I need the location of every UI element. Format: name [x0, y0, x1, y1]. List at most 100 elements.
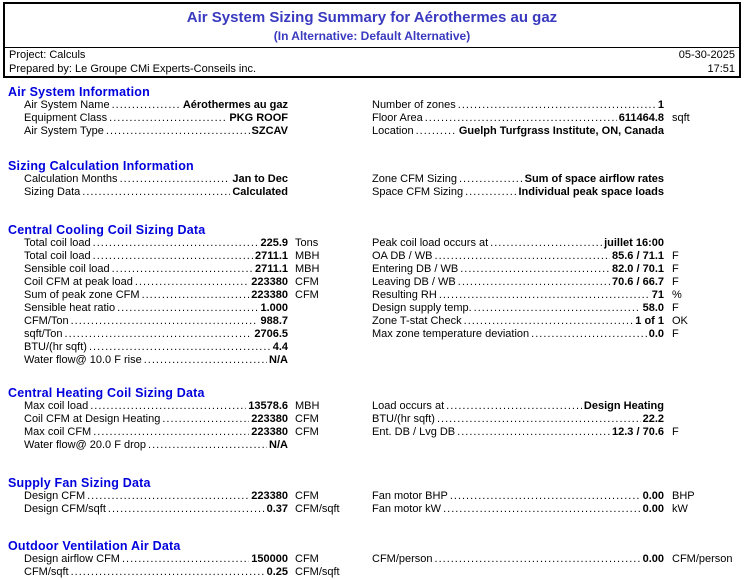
section-outdoor-ventilation-air-data: Outdoor Ventilation Air Data Design airf… — [8, 539, 738, 579]
report-row: Design airflow CFM 150000 CFM — [8, 553, 346, 566]
row-value: 1 — [657, 99, 664, 111]
row-label: Design CFM/sqft — [24, 503, 106, 515]
dot-leader — [439, 289, 650, 302]
row-label: Resulting RH — [372, 289, 437, 301]
row-value: 71 — [651, 289, 664, 301]
report-row: Resulting RH 71% — [372, 289, 738, 302]
dot-leader — [112, 99, 181, 112]
row-unit: BHP — [672, 490, 695, 502]
report-row: Max coil load 13578.6 MBH — [8, 400, 346, 413]
row-value: 85.6 / 71.1 — [612, 250, 664, 262]
row-value: 223380 — [251, 426, 288, 438]
dot-leader — [71, 315, 259, 328]
row-value: 70.6 / 66.7 — [612, 276, 664, 288]
row-label: Zone CFM Sizing — [372, 173, 457, 185]
dot-leader — [435, 250, 610, 263]
row-label: sqft/Ton — [24, 328, 63, 340]
row-value: 611464.8 — [618, 112, 664, 124]
row-label: Water flow@ 20.0 F drop — [24, 439, 147, 451]
dot-leader — [474, 302, 641, 315]
prepared-by-row: Prepared by: Le Groupe CMi Experts-Conse… — [5, 62, 739, 76]
report-row: Design CFM 223380 CFM — [8, 490, 346, 503]
report-row: Number of zones 1 — [372, 99, 738, 112]
report-row: Sum of peak zone CFM 223380 CFM — [8, 289, 346, 302]
dot-leader — [112, 263, 253, 276]
dot-leader — [120, 173, 231, 186]
row-label: BTU/(hr sqft) — [24, 341, 87, 353]
report-row: Entering DB / WB 82.0 / 70.1 F — [372, 263, 738, 276]
report-row: Air System Name Aérothermes au gaz — [8, 99, 346, 112]
row-value: 4.4 — [272, 341, 288, 353]
row-label: Sizing Data — [24, 186, 81, 198]
dot-leader — [93, 426, 249, 439]
section-central-cooling-coil-sizing-data: Central Cooling Coil Sizing Data Total c… — [8, 223, 738, 367]
row-value: 1 of 1 — [635, 315, 664, 327]
dot-leader — [425, 112, 617, 125]
row-unit: F — [672, 426, 679, 438]
row-label: Peak coil load occurs at — [372, 237, 489, 249]
report-row: Sizing Data Calculated — [8, 186, 346, 199]
dot-leader — [450, 490, 641, 503]
row-label: Number of zones — [372, 99, 456, 111]
section-air-system-information: Air System Information Air System Name Aé… — [8, 85, 738, 138]
dot-leader — [437, 413, 641, 426]
report-row: Max zone temperature deviation 0.0 F — [372, 328, 738, 341]
report-row: Fan motor kW 0.00 kW — [372, 503, 738, 516]
row-unit: F — [672, 250, 679, 262]
row-value: Calculated — [232, 186, 288, 198]
header-divider — [5, 47, 739, 48]
section-heading: Sizing Calculation Information — [8, 159, 194, 173]
report-row: Design supply temp. 58.0 F — [372, 302, 738, 315]
right-column: Peak coil load occurs atjuillet 16:00OA … — [372, 237, 738, 367]
row-value: 2711.1 — [254, 250, 288, 262]
row-label: Equipment Class — [24, 112, 108, 124]
dot-leader — [464, 315, 634, 328]
report-row: Peak coil load occurs at juillet 16:00 — [372, 237, 738, 250]
row-value: 150000 — [251, 553, 288, 565]
row-value: 225.9 — [260, 237, 288, 249]
section-heading: Central Heating Coil Sizing Data — [8, 386, 205, 400]
section-heading: Outdoor Ventilation Air Data — [8, 539, 181, 553]
report-row: CFM/Ton 988.7 — [8, 315, 346, 328]
project-row: Project: Calculs 05-30-2025 — [5, 48, 739, 62]
row-unit: F — [672, 276, 679, 288]
row-label: Fan motor BHP — [372, 490, 448, 502]
row-label: Coil CFM at Design Heating — [24, 413, 161, 425]
row-value: Individual peak space loads — [518, 186, 665, 198]
row-unit: CFM — [295, 426, 319, 438]
row-unit: F — [672, 263, 679, 275]
left-column: Air System NameAérothermes au gazEquipme… — [8, 99, 346, 138]
row-label: Ent. DB / Lvg DB — [372, 426, 456, 438]
dot-leader — [446, 400, 582, 413]
report-date: 05-30-2025 — [678, 49, 735, 61]
row-value: 223380 — [251, 490, 288, 502]
report-row: Calculation Months Jan to Dec — [8, 173, 346, 186]
row-value: Design Heating — [583, 400, 664, 412]
row-unit: CFM — [295, 490, 319, 502]
left-column: Design airflow CFM150000CFMCFM/sqft0.25C… — [8, 553, 346, 579]
dot-leader — [117, 302, 258, 315]
dot-leader — [82, 186, 230, 199]
row-value: 22.2 — [642, 413, 664, 425]
left-column: Total coil load 225.9 Tons Total coil load 2… — [8, 237, 346, 367]
left-column: Design CFM 223380 CFM Design CFM/sqft 0.37 CF… — [8, 490, 346, 516]
report-body: Air System Information Air System Name Aé… — [0, 85, 744, 579]
row-value: Jan to Dec — [232, 173, 288, 185]
row-label: Max coil load — [24, 400, 89, 412]
row-label: BTU/(hr sqft) — [372, 413, 435, 425]
row-value: N/A — [269, 439, 288, 451]
report-row: Total coil load 225.9 Tons — [8, 237, 346, 250]
row-value: SZCAV — [251, 125, 288, 137]
row-value: 82.0 / 70.1 — [612, 263, 664, 275]
row-unit: sqft — [672, 112, 690, 124]
row-label: Design airflow CFM — [24, 553, 120, 565]
row-value: 0.00 — [642, 503, 664, 515]
row-value: PKG ROOF — [229, 112, 288, 124]
row-label: Design supply temp. — [372, 302, 472, 314]
row-unit: F — [672, 328, 679, 340]
dot-leader — [465, 186, 516, 199]
row-value: 0.37 — [266, 503, 288, 515]
row-unit: CFM — [295, 289, 319, 301]
dot-leader — [109, 112, 227, 125]
